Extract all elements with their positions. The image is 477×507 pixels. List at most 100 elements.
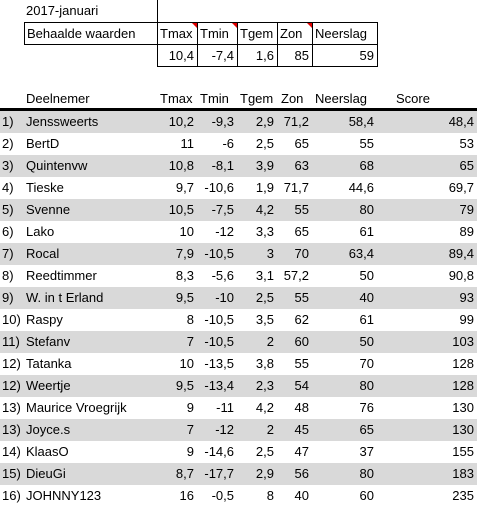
cell-rank: 8) <box>2 268 14 283</box>
cell-tmax: 11 <box>180 136 195 151</box>
cell-tmin: -13,5 <box>204 356 234 371</box>
month-title: 2017-januari <box>26 3 99 18</box>
table-row: 13) Maurice Vroegrijk 9 -11 4,2 48 76 130 <box>0 397 477 419</box>
cell-zon: 65 <box>294 224 309 239</box>
cell-tmax: 10 <box>179 356 194 371</box>
achieved-tgem: 1,6 <box>255 48 274 63</box>
cell-neerslag: 44,6 <box>348 180 374 195</box>
cell-tmax: 10,5 <box>168 202 194 217</box>
header-col-neerslag: Neerslag <box>315 26 368 41</box>
cell-rank: 12) <box>2 356 21 371</box>
cell-tmin: -11 <box>216 400 234 415</box>
cell-zon: 55 <box>294 356 309 371</box>
header-col-zon: Zon <box>278 23 312 45</box>
cell-zon: 40 <box>294 488 309 503</box>
table-row: 7) Rocal 7,9 -10,5 3 70 63,4 89,4 <box>0 243 477 265</box>
col-zon: Zon <box>281 91 304 106</box>
cell-tmax: 9,5 <box>175 290 194 305</box>
cell-tmin: -6 <box>222 136 234 151</box>
cell-zon: 71,2 <box>283 114 309 129</box>
cell-score: 235 <box>452 488 474 503</box>
cell-tmax: 9,5 <box>175 378 194 393</box>
achieved-label: Behaalde waarden <box>27 26 136 41</box>
table-row: 10) Raspy 8 -10,5 3,5 62 61 99 <box>0 309 477 331</box>
achieved-neerslag: 59 <box>359 48 374 63</box>
cell-score: 90,8 <box>448 268 474 283</box>
header-col-tmin: Tmin <box>198 23 237 45</box>
cell-participant: Lako <box>26 224 55 239</box>
cell-tgem: 2,5 <box>255 444 274 459</box>
cell-neerslag: 61 <box>359 224 374 239</box>
table-row: 15) DieuGi 8,7 -17,7 2,9 56 80 183 <box>0 463 477 485</box>
cell-tgem: 4,2 <box>255 400 274 415</box>
cell-zon: 62 <box>294 312 309 327</box>
header-divider <box>24 44 378 45</box>
cell-tmax: 10,8 <box>168 158 194 173</box>
cell-tmax: 7,9 <box>175 246 194 261</box>
cell-score: 128 <box>452 378 474 393</box>
cell-rank: 16) <box>2 488 21 503</box>
cell-participant: BertD <box>26 136 60 151</box>
cell-neerslag: 40 <box>359 290 374 305</box>
cell-rank: 7) <box>2 246 14 261</box>
cell-neerslag: 63,4 <box>348 246 374 261</box>
cell-tgem: 3,1 <box>255 268 274 283</box>
cell-zon: 63 <box>294 158 309 173</box>
table-row: 12) Tatanka 10 -13,5 3,8 55 70 128 <box>0 353 477 375</box>
table-row: 4) Tieske 9,7 -10,6 1,9 71,7 44,6 69,7 <box>0 177 477 199</box>
cell-tgem: 3 <box>266 246 274 261</box>
cell-tmin: -10,5 <box>204 312 234 327</box>
cell-neerslag: 80 <box>359 466 374 481</box>
cell-zon: 60 <box>294 334 309 349</box>
cell-tgem: 2 <box>266 334 274 349</box>
cell-score: 65 <box>459 158 474 173</box>
cell-score: 53 <box>459 136 474 151</box>
col-tmax: Tmax <box>160 91 193 106</box>
cell-participant: Tatanka <box>26 356 72 371</box>
cell-participant: Stefanv <box>26 334 71 349</box>
cell-zon: 57,2 <box>283 268 309 283</box>
table-row: 2) BertD 11 -6 2,5 65 55 53 <box>0 133 477 155</box>
cell-participant: Jenssweerts <box>26 114 99 129</box>
cell-score: 155 <box>452 444 474 459</box>
cell-neerslag: 55 <box>359 136 374 151</box>
achieved-tmax: 10,4 <box>168 48 194 63</box>
cell-tmin: -10,6 <box>204 180 234 195</box>
cell-tmax: 9 <box>186 400 194 415</box>
table-row: 16) JOHNNY123 16 -0,5 8 40 60 235 <box>0 485 477 507</box>
cell-tmax: 16 <box>179 488 194 503</box>
cell-tgem: 2,3 <box>255 378 274 393</box>
header-underline <box>0 108 477 111</box>
cell-tmin: -10 <box>215 290 234 305</box>
cell-tgem: 2,5 <box>255 290 274 305</box>
table-row: 8) Reedtimmer 8,3 -5,6 3,1 57,2 50 90,8 <box>0 265 477 287</box>
achieved-tmin: -7,4 <box>211 48 234 63</box>
cell-score: 128 <box>452 356 474 371</box>
cell-rank: 11) <box>2 334 20 349</box>
cell-rank: 15) <box>2 466 21 481</box>
cell-tmin: -12 <box>215 422 234 437</box>
cell-neerslag: 80 <box>359 202 374 217</box>
header-divider <box>157 66 378 67</box>
cell-rank: 5) <box>2 202 14 217</box>
col-score: Score <box>396 91 430 106</box>
cell-participant: Quintenvw <box>26 158 88 173</box>
cell-participant: Joyce.s <box>26 422 71 437</box>
cell-zon: 55 <box>294 290 309 305</box>
cell-tmin: -8,1 <box>211 158 234 173</box>
table-row: 11) Stefanv 7 -10,5 2 60 50 103 <box>0 331 477 353</box>
cell-tmax: 9 <box>186 444 194 459</box>
table-row: 1) Jenssweerts 10,2 -9,3 2,9 71,2 58,4 48,4 <box>0 111 477 133</box>
cell-tmax: 9,7 <box>175 180 194 195</box>
cell-zon: 65 <box>294 136 309 151</box>
header-col-tmax: Tmax <box>158 23 197 45</box>
cell-tmin: -14,6 <box>204 444 234 459</box>
table-row: 9) W. in t Erland 9,5 -10 2,5 55 40 93 <box>0 287 477 309</box>
cell-rank: 13) <box>2 422 21 437</box>
cell-participant: DieuGi <box>26 466 66 481</box>
cell-participant: Raspy <box>26 312 63 327</box>
cell-neerslag: 70 <box>359 356 374 371</box>
header-divider <box>24 22 25 45</box>
header-col-tgem: Tgem <box>240 26 274 41</box>
cell-tmax: 7 <box>186 334 194 349</box>
